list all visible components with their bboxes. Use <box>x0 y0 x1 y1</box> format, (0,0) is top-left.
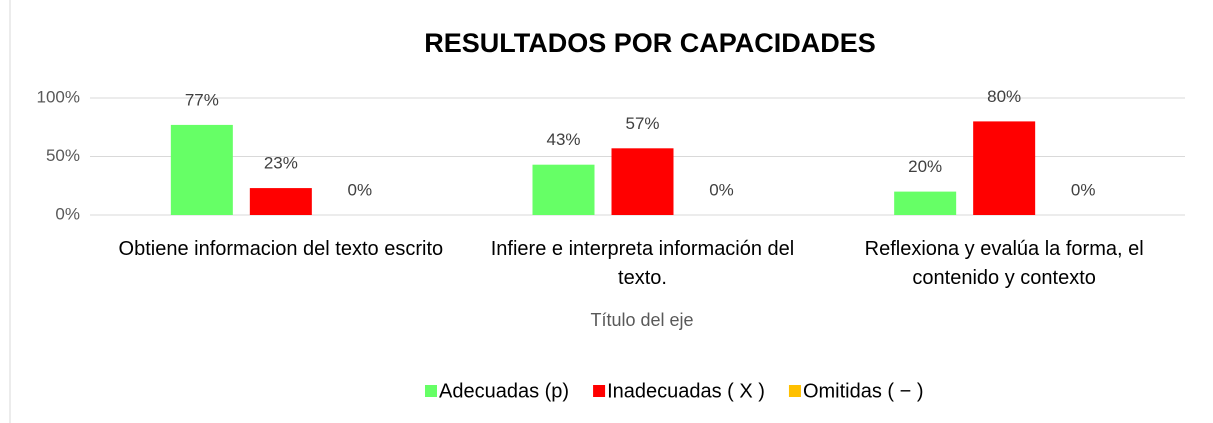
chart-title: RESULTADOS POR CAPACIDADES <box>424 28 876 58</box>
data-label: 23% <box>264 154 298 173</box>
y-tick-label: 100% <box>37 87 80 106</box>
bar <box>532 164 595 215</box>
x-tick-label: Reflexiona y evalúa la forma, el conteni… <box>864 238 1144 289</box>
legend-label: Adecuadas (p) <box>439 380 569 402</box>
legend-swatch <box>425 385 437 397</box>
data-label: 0% <box>1071 180 1096 199</box>
legend-swatch <box>788 385 801 397</box>
y-tick-label: 0% <box>55 204 80 223</box>
data-label: 0% <box>348 180 373 199</box>
data-label: 57% <box>625 114 659 133</box>
bar <box>973 121 1036 215</box>
bar <box>611 148 674 215</box>
data-label: 77% <box>185 90 219 109</box>
x-axis-title: Título del eje <box>590 310 693 330</box>
data-label: 80% <box>987 87 1021 106</box>
legend-swatch <box>593 385 606 397</box>
data-label: 0% <box>709 180 734 199</box>
data-label: 43% <box>546 130 580 149</box>
bar <box>170 124 233 215</box>
data-label: 20% <box>908 157 942 176</box>
bar <box>894 191 957 215</box>
y-tick-label: 50% <box>46 146 80 165</box>
x-tick-label: Infiere e interpreta información del tex… <box>490 238 795 289</box>
legend-label: Inadecuadas ( X ) <box>607 380 765 402</box>
bar <box>249 188 312 215</box>
legend-label: Omitidas ( − ) <box>803 380 924 402</box>
x-tick-label: Obtiene informacion del texto escrito <box>118 238 444 260</box>
